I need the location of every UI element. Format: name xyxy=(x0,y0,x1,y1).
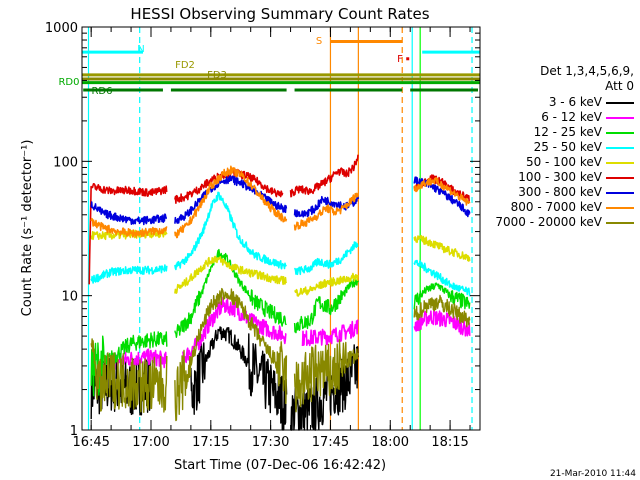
series-line-segment xyxy=(90,331,168,397)
series-line-segment xyxy=(174,174,288,224)
flag-bars: N S F FD2 FD3 RD0 RD6 xyxy=(58,36,480,97)
legend-swatch xyxy=(606,117,634,119)
series-7000-20000keV xyxy=(90,287,471,422)
series-line-segment xyxy=(301,319,359,347)
series-line-segment xyxy=(290,344,359,431)
legend-entry-label: 3 - 6 keV xyxy=(548,95,602,109)
legend-header-line1: Det 1,3,4,5,6,9, xyxy=(540,64,634,78)
legend-entry-label: 100 - 300 keV xyxy=(518,170,602,184)
legend-entry-label: 300 - 800 keV xyxy=(518,185,602,199)
legend-swatch xyxy=(606,162,634,164)
x-tick-label: 18:15 xyxy=(431,435,468,450)
series-line-segment xyxy=(293,279,359,334)
series-12-25keV xyxy=(90,248,471,397)
legend-header-line2: Att 0 xyxy=(605,79,634,93)
series-line-segment xyxy=(293,339,359,413)
y-tick-label: 1000 xyxy=(45,21,78,36)
legend-entry: 800 - 7000 keV xyxy=(480,200,636,215)
legend-swatch xyxy=(606,222,634,224)
series-line-segment xyxy=(90,338,168,413)
y-tick-label: 100 xyxy=(53,155,78,170)
series-line-segment xyxy=(174,165,288,239)
x-tick-label: 17:15 xyxy=(192,435,229,450)
chart-title: HESSI Observing Summary Count Rates xyxy=(130,5,429,23)
series-lines xyxy=(88,154,471,431)
series-line-segment xyxy=(413,259,471,297)
flag-label-rd6: RD6 xyxy=(91,86,112,97)
flag-label-f: F xyxy=(397,54,403,65)
series-line-segment xyxy=(293,192,359,231)
legend-entry-label: 25 - 50 keV xyxy=(533,140,602,154)
flag-label-fd2: FD2 xyxy=(175,60,195,71)
legend-entry: 25 - 50 keV xyxy=(480,140,636,155)
legend-swatch xyxy=(606,102,634,104)
legend-entry: 7000 - 20000 keV xyxy=(480,215,636,230)
x-axis-label: Start Time (07-Dec-06 16:42:42) xyxy=(174,458,386,473)
series-line-segment xyxy=(174,248,287,338)
legend-entry: 3 - 6 keV xyxy=(480,95,636,110)
legend-entry-label: 800 - 7000 keV xyxy=(510,200,602,214)
series-800-7000keV xyxy=(90,165,471,239)
series-line-segment xyxy=(413,282,471,310)
series-line-segment xyxy=(413,309,471,337)
series-line-segment xyxy=(90,264,168,284)
legend-entry-label: 50 - 100 keV xyxy=(525,155,602,169)
series-line-segment xyxy=(413,235,471,262)
series-line-segment xyxy=(88,183,168,285)
y-axis-label: Count Rate (s⁻¹ detector⁻¹) xyxy=(20,140,35,317)
x-tick-label: 16:45 xyxy=(72,435,109,450)
series-25-50keV xyxy=(90,191,471,297)
series-line-segment xyxy=(90,201,168,226)
series-line-segment xyxy=(293,241,359,276)
x-tick-label: 17:30 xyxy=(252,435,289,450)
legend-entry: 100 - 300 keV xyxy=(480,170,636,185)
flag-label-s: S xyxy=(316,36,322,47)
y-tick-label: 1 xyxy=(70,424,78,439)
x-tick-label: 18:00 xyxy=(372,435,409,450)
x-tick-label: 17:45 xyxy=(312,435,349,450)
series-line-segment xyxy=(289,154,359,198)
flag-label-rd0: RD0 xyxy=(58,77,79,88)
footer-timestamp: 21-Mar-2010 11:44 xyxy=(550,469,636,479)
series-line-segment xyxy=(174,287,288,422)
series-line-segment xyxy=(174,255,288,294)
plot-frame xyxy=(81,26,481,431)
series-line-segment xyxy=(413,177,471,206)
legend-entry-label: 12 - 25 keV xyxy=(533,125,602,139)
flag-label-fd3: FD3 xyxy=(207,70,227,81)
series-line-segment xyxy=(294,272,359,297)
legend-entry-label: 6 - 12 keV xyxy=(541,110,602,124)
legend-entry: 6 - 12 keV xyxy=(480,110,636,125)
x-tick-label: 17:00 xyxy=(132,435,169,450)
series-line-segment xyxy=(413,294,471,328)
legend-swatch xyxy=(606,192,634,194)
series-line-segment xyxy=(90,217,168,238)
series-line-segment xyxy=(174,191,288,271)
legend-swatch xyxy=(606,147,634,149)
flag-label-n: N xyxy=(137,44,144,55)
series-line-segment xyxy=(190,326,288,431)
axes: 1 10 100 1000 16:45 17:00 17:15 17:30 17:45 18:00… xyxy=(45,21,481,450)
y-tick-label: 10 xyxy=(61,290,78,305)
legend-entry: 300 - 800 keV xyxy=(480,185,636,200)
legend-swatch xyxy=(606,132,634,134)
legend-swatch xyxy=(606,177,634,179)
legend-swatch xyxy=(606,207,634,209)
legend-entry-label: 7000 - 20000 keV xyxy=(495,215,602,229)
legend-entry: 50 - 100 keV xyxy=(480,155,636,170)
legend-entry: 12 - 25 keV xyxy=(480,125,636,140)
